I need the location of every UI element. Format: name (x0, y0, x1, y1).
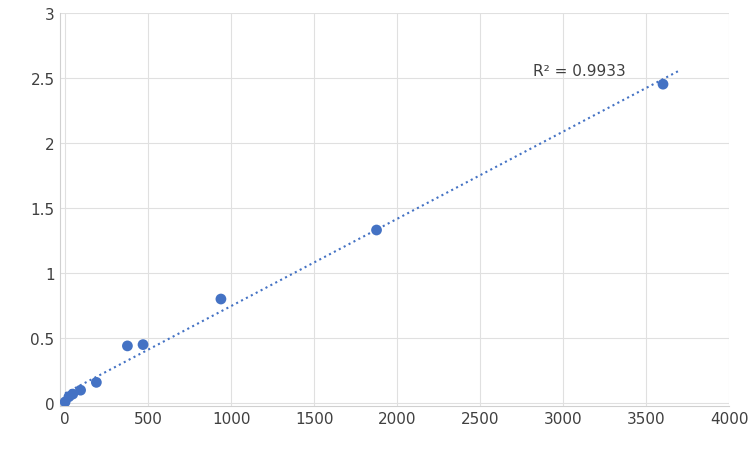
Point (657, 81, 669, 88)
Point (67, 391, 79, 398)
Point (137, 341, 149, 349)
Point (59, 398, 71, 405)
Point (215, 296, 227, 303)
Point (121, 342, 133, 350)
Point (90, 379, 102, 386)
Text: R² = 0.9933: R² = 0.9933 (533, 64, 626, 78)
Point (74, 387, 86, 394)
Point (63, 393, 75, 400)
Point (371, 227, 383, 234)
